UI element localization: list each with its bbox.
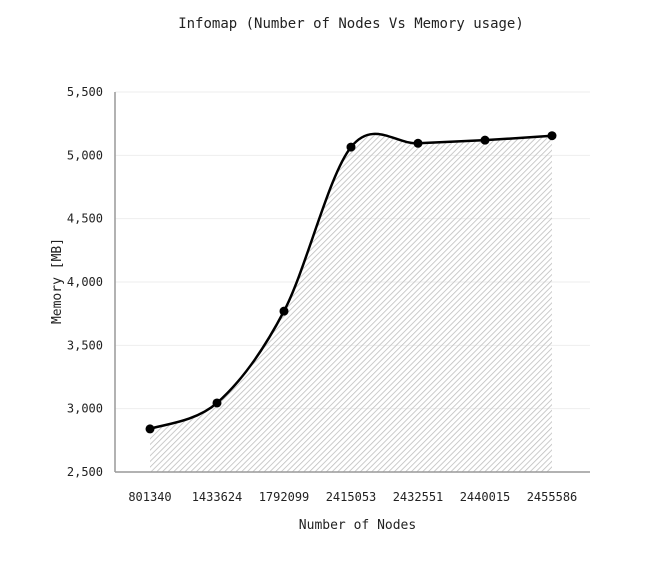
x-tick-labels: 801340 1433624 1792099 2415053 2432551 244001… — [128, 490, 577, 504]
axes — [114, 92, 590, 473]
y-tick-label: 2,500 — [67, 465, 103, 479]
x-axis-title: Number of Nodes — [299, 518, 416, 533]
y-tick-label: 5,000 — [67, 148, 103, 162]
y-axis-title: Memory [MB] — [50, 238, 65, 324]
x-tick-label: 1792099 — [259, 490, 310, 504]
area-fill — [150, 133, 552, 473]
data-point — [212, 398, 222, 408]
y-tick-label: 3,000 — [67, 402, 103, 416]
y-tick-label: 4,000 — [67, 275, 103, 289]
y-tick-label: 5,500 — [67, 85, 103, 99]
data-point — [145, 424, 155, 434]
y-tick-label: 4,500 — [67, 212, 103, 226]
x-tick-label: 2432551 — [393, 490, 444, 504]
data-point — [480, 135, 490, 145]
x-tick-label: 2415053 — [326, 490, 377, 504]
data-point — [279, 306, 289, 316]
x-tick-label: 801340 — [128, 490, 171, 504]
data-point — [547, 131, 557, 141]
x-tick-label: 1433624 — [192, 490, 243, 504]
y-tick-label: 3,500 — [67, 338, 103, 352]
area-hatch-fill — [150, 133, 552, 473]
x-tick-label: 2440015 — [460, 490, 511, 504]
data-point — [346, 142, 356, 152]
x-tick-label: 2455586 — [527, 490, 578, 504]
chart-title: Infomap (Number of Nodes Vs Memory usage… — [178, 16, 524, 32]
y-tick-labels: 2,500 3,000 3,500 4,000 4,500 5,000 5,500 — [67, 85, 103, 479]
data-point — [413, 138, 423, 148]
data-points — [145, 131, 557, 434]
